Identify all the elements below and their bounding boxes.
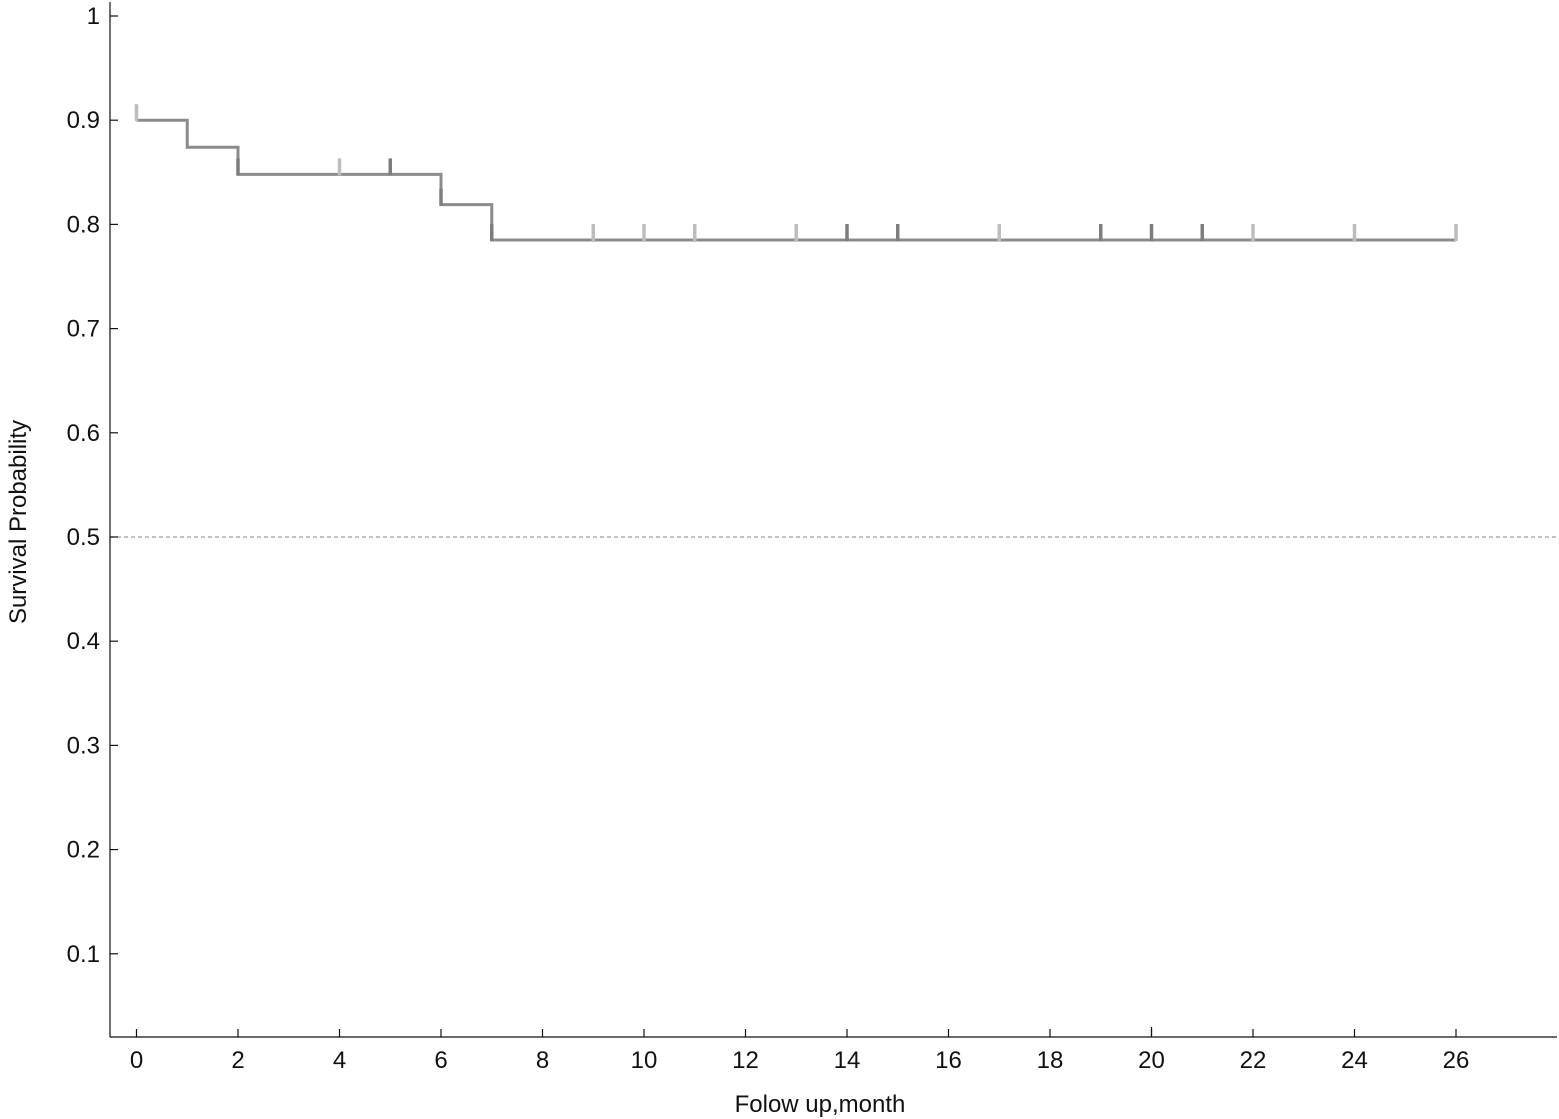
x-tick-label: 0 bbox=[130, 1047, 143, 1074]
x-tick-label: 22 bbox=[1240, 1047, 1267, 1074]
axes: 0.10.20.30.40.50.60.70.80.910 2 4 6 8 10 12 14 1… bbox=[67, 2, 1557, 1074]
y-tick-label: 0.5 bbox=[67, 524, 100, 551]
x-tick-label: 24 bbox=[1341, 1047, 1368, 1074]
x-tick-label: 14 bbox=[834, 1047, 861, 1074]
survival-curve bbox=[136, 118, 1456, 242]
x-tick-label: 20 bbox=[1138, 1047, 1165, 1074]
x-tick-label: 6 bbox=[434, 1047, 447, 1074]
y-tick-label: 0.6 bbox=[67, 420, 100, 447]
x-tick-label: 12 bbox=[732, 1047, 759, 1074]
x-tick-label: 2 bbox=[231, 1047, 244, 1074]
y-tick-label: 1 bbox=[87, 3, 100, 30]
y-tick-label: 0.3 bbox=[67, 732, 100, 759]
y-tick-label: 0.9 bbox=[67, 107, 100, 134]
y-tick-label: 0.8 bbox=[67, 211, 100, 238]
y-tick-label: 0.7 bbox=[67, 316, 100, 343]
x-tick-label: 18 bbox=[1037, 1047, 1064, 1074]
x-tick-label: 4 bbox=[333, 1047, 346, 1074]
x-tick-label: 10 bbox=[631, 1047, 658, 1074]
x-tick-label: 26 bbox=[1443, 1047, 1470, 1074]
x-tick-label: 8 bbox=[536, 1047, 549, 1074]
y-tick-label: 0.1 bbox=[67, 941, 100, 968]
x-axis-label: Folow up,month bbox=[735, 1091, 906, 1118]
y-tick-label: 0.2 bbox=[67, 837, 100, 864]
y-axis-label: Survival Probability bbox=[5, 420, 32, 624]
y-tick-label: 0.4 bbox=[67, 628, 100, 655]
plot-area bbox=[110, 104, 1557, 538]
x-tick-label: 16 bbox=[935, 1047, 962, 1074]
